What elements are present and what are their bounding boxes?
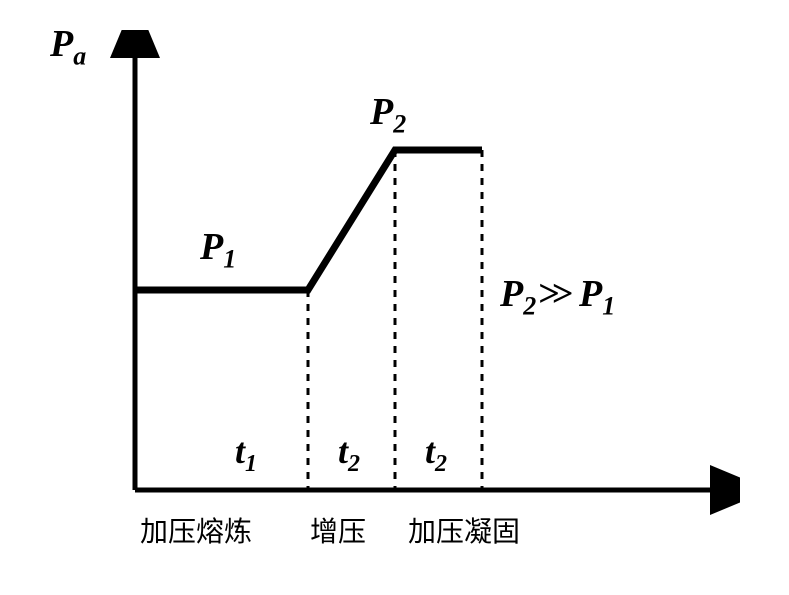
p2-base: P — [370, 91, 393, 133]
pressure-curve — [135, 150, 482, 290]
t1-label: t1 — [235, 430, 257, 478]
ineq-right-sub: 1 — [602, 292, 615, 321]
ineq-left-sub: 2 — [523, 292, 536, 321]
inequality-label: P2>> P1 — [500, 272, 615, 322]
x-caption-stage2: 增压 — [310, 510, 366, 550]
t2-label: t2 — [338, 430, 360, 478]
y-axis-label-base: P — [50, 23, 73, 65]
t3-label: t2 — [425, 430, 447, 478]
ineq-right-base: P — [579, 273, 602, 315]
p2-sub: 2 — [393, 110, 406, 139]
t2-sub: 2 — [348, 451, 360, 477]
ineq-op: >> — [536, 273, 569, 315]
p1-sub: 1 — [223, 245, 236, 274]
t1-sub: 1 — [245, 451, 257, 477]
y-axis-label: Pa — [50, 22, 86, 72]
x-caption-stage3: 加压凝固 — [408, 510, 520, 550]
ineq-left-base: P — [500, 273, 523, 315]
t2-base: t — [338, 431, 348, 471]
p2-label: P2 — [370, 90, 406, 140]
t1-base: t — [235, 431, 245, 471]
p1-label: P1 — [200, 225, 236, 275]
pressure-time-chart: Pa P1 P2 P2>> P1 t1 t2 t2 加压熔炼 增压 加压凝固 — [60, 30, 740, 560]
t3-sub: 2 — [435, 451, 447, 477]
t3-base: t — [425, 431, 435, 471]
y-axis-label-sub: a — [73, 42, 86, 71]
x-caption-stage1: 加压熔炼 — [140, 510, 252, 550]
p1-base: P — [200, 226, 223, 268]
